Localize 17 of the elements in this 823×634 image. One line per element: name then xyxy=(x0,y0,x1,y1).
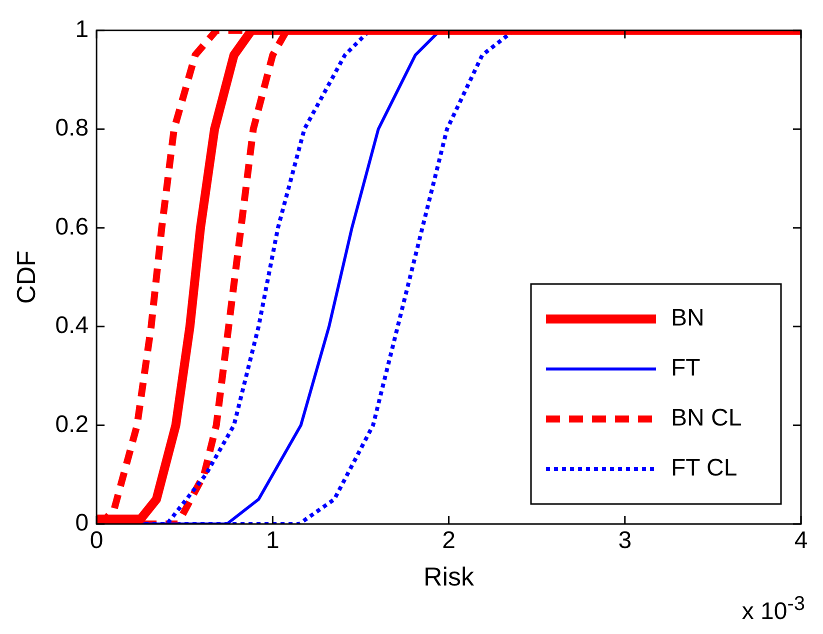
legend-label: BN CL xyxy=(671,404,742,432)
x-tick-label: 2 xyxy=(442,527,456,554)
y-tick-label: 0 xyxy=(75,510,89,537)
y-tick-label: 1 xyxy=(75,16,89,44)
legend-label: FT CL xyxy=(671,454,738,482)
y-tick-label: 0.4 xyxy=(55,312,89,340)
x-axis-title: Risk xyxy=(424,562,476,592)
y-tick-label: 0.8 xyxy=(55,114,89,142)
y-axis-title: CDF xyxy=(10,250,41,304)
x-tick-label: 3 xyxy=(618,527,632,554)
legend-label: FT xyxy=(671,354,701,382)
x-tick-label: 4 xyxy=(794,527,808,554)
y-tick-label: 0.2 xyxy=(55,410,89,438)
x-tick-label: 1 xyxy=(266,527,280,554)
text: x 10$^{-3}$ xyxy=(742,593,805,626)
y-tick-label: 0.6 xyxy=(55,213,89,240)
legend-label: BN xyxy=(671,304,704,332)
